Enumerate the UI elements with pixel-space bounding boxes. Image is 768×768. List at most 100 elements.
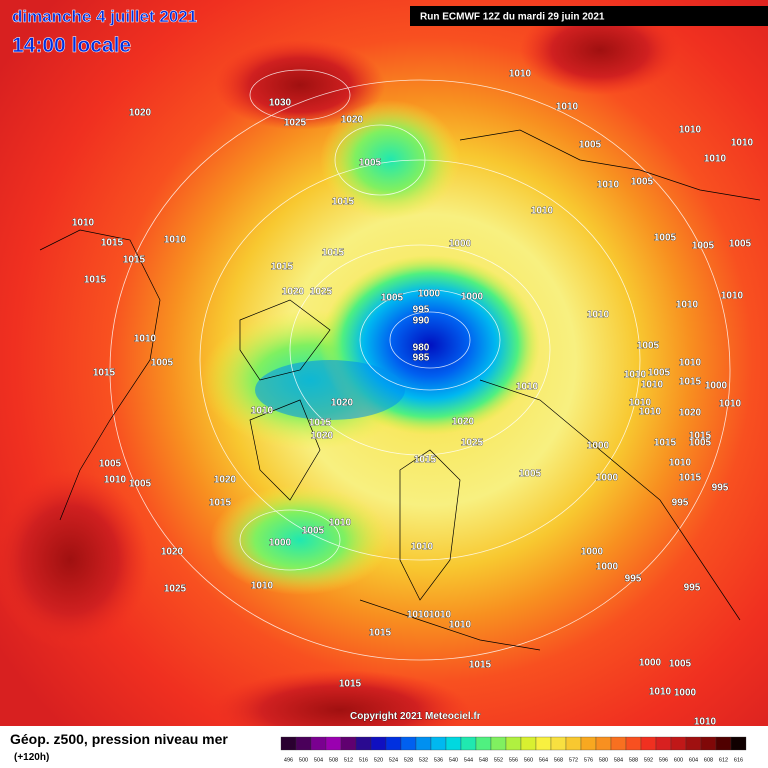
isobar-label: 1015 bbox=[209, 498, 232, 509]
legend-level: 576 bbox=[584, 757, 593, 763]
legend-swatch bbox=[340, 736, 357, 751]
isobar-label: 995 bbox=[413, 305, 430, 316]
isobar-label: 1010 bbox=[164, 235, 187, 246]
isobar-label: 1010 bbox=[556, 102, 579, 113]
isobar-label: 1010 bbox=[704, 154, 727, 165]
isobar-label: 995 bbox=[672, 498, 689, 509]
legend-level: 556 bbox=[509, 757, 518, 763]
isobar-label: 1010 bbox=[669, 458, 692, 469]
isobar-label: 1000 bbox=[705, 381, 728, 392]
run-banner bbox=[410, 6, 768, 26]
legend-level: 508 bbox=[329, 757, 338, 763]
isobar-label: 1015 bbox=[93, 368, 116, 379]
isobar-label: 985 bbox=[413, 353, 430, 364]
forecast-date: dimanche 4 juillet 2021 bbox=[12, 7, 197, 26]
isobar-label: 1010 bbox=[329, 518, 352, 529]
legend-swatch bbox=[280, 736, 297, 751]
isobar-label: 1015 bbox=[309, 418, 332, 429]
legend-level: 500 bbox=[299, 757, 308, 763]
isobar-label: 1005 bbox=[129, 479, 152, 490]
color-legend: 496 500 504 508 512 516 520 524 528 532 536 540 544 5… bbox=[280, 736, 747, 763]
footer-title: Géop. z500, pression niveau mer bbox=[10, 731, 228, 747]
isobar-label: 1010 bbox=[649, 687, 672, 698]
isobar-label: 1005 bbox=[692, 241, 715, 252]
isobar-label: 1020 bbox=[282, 287, 305, 298]
isobar-label: 1010 bbox=[104, 475, 127, 486]
isobar-label: 1010 bbox=[587, 310, 610, 321]
isobar-label: 1020 bbox=[214, 475, 237, 486]
isobar-label: 1005 bbox=[689, 438, 712, 449]
legend-level: 552 bbox=[494, 757, 503, 763]
run-info: Run ECMWF 12Z du mardi 29 juin 2021 bbox=[420, 12, 605, 23]
legend-swatch bbox=[430, 736, 447, 751]
legend-swatch bbox=[595, 736, 612, 751]
isobar-label: 1005 bbox=[579, 140, 602, 151]
isobar-label: 1010 bbox=[624, 370, 647, 381]
legend-level: 580 bbox=[599, 757, 608, 763]
isobar-label: 1000 bbox=[461, 292, 484, 303]
isobar-label: 1010 bbox=[134, 334, 157, 345]
legend-level: 548 bbox=[479, 757, 488, 763]
isobar-label: 1005 bbox=[631, 177, 654, 188]
isobar-label: 1010 bbox=[449, 620, 472, 631]
isobar-label: 1015 bbox=[469, 660, 492, 671]
legend-level: 592 bbox=[644, 757, 653, 763]
isobar-label: 1000 bbox=[596, 473, 619, 484]
isobar-label: 1010 bbox=[531, 206, 554, 217]
isobar-label: 1000 bbox=[418, 289, 441, 300]
legend-swatch bbox=[385, 736, 402, 751]
legend-level: 540 bbox=[449, 757, 458, 763]
isobar-label: 1020 bbox=[331, 398, 354, 409]
isobar-label: 1005 bbox=[359, 158, 382, 169]
legend-level: 572 bbox=[569, 757, 578, 763]
isobar-label: 1010 bbox=[719, 399, 742, 410]
isobar-label: 1005 bbox=[729, 239, 752, 250]
isobar-label: 1015 bbox=[322, 248, 345, 259]
isobar-label: 1000 bbox=[674, 688, 697, 699]
legend-swatch bbox=[490, 736, 507, 751]
isobar-label: 990 bbox=[413, 316, 430, 327]
coastlines bbox=[39, 129, 761, 651]
isobar-label: 995 bbox=[684, 583, 701, 594]
isobar-label: 1015 bbox=[332, 197, 355, 208]
isobar-label: 1020 bbox=[129, 108, 152, 119]
legend-swatch bbox=[550, 736, 567, 751]
isobar-label: 1000 bbox=[639, 658, 662, 669]
isobar-label: 1015 bbox=[84, 275, 107, 286]
high-pressure-area bbox=[520, 5, 680, 95]
legend-swatch bbox=[655, 736, 672, 751]
isobar-label: 1010 bbox=[721, 291, 744, 302]
trough-area bbox=[210, 485, 390, 595]
legend-level: 588 bbox=[629, 757, 638, 763]
isobar-label: 1000 bbox=[596, 562, 619, 573]
legend-swatch bbox=[325, 736, 342, 751]
isobar-label: 1020 bbox=[452, 417, 475, 428]
isobar-label: 1010 bbox=[676, 300, 699, 311]
isobar-label: 1030 bbox=[269, 98, 292, 109]
isobar-label: 1005 bbox=[302, 526, 325, 537]
legend-level: 596 bbox=[659, 757, 668, 763]
legend-level: 536 bbox=[434, 757, 443, 763]
legend-swatch bbox=[505, 736, 522, 751]
polar-vortex bbox=[255, 360, 405, 420]
legend-swatch bbox=[715, 736, 732, 751]
isobar-label: 1010 bbox=[429, 610, 452, 621]
isobar-label: 1010 bbox=[509, 69, 532, 80]
legend-swatch bbox=[565, 736, 582, 751]
legend-level: 608 bbox=[704, 757, 713, 763]
isobar-label: 1010 bbox=[597, 180, 620, 191]
isobar-label: 1005 bbox=[381, 293, 404, 304]
isobar-label: 1015 bbox=[679, 473, 702, 484]
legend-level: 544 bbox=[464, 757, 473, 763]
isobar-label: 1015 bbox=[679, 377, 702, 388]
isobar-label: 1005 bbox=[637, 341, 660, 352]
isobar-label: 1010 bbox=[407, 610, 430, 621]
legend-level: 584 bbox=[614, 757, 623, 763]
forecast-lead: (+120h) bbox=[14, 752, 49, 763]
isobar-label: 1015 bbox=[123, 255, 146, 266]
isobar-label: 980 bbox=[413, 343, 430, 354]
legend-level: 520 bbox=[374, 757, 383, 763]
legend-level: 528 bbox=[404, 757, 413, 763]
legend-level: 560 bbox=[524, 757, 533, 763]
